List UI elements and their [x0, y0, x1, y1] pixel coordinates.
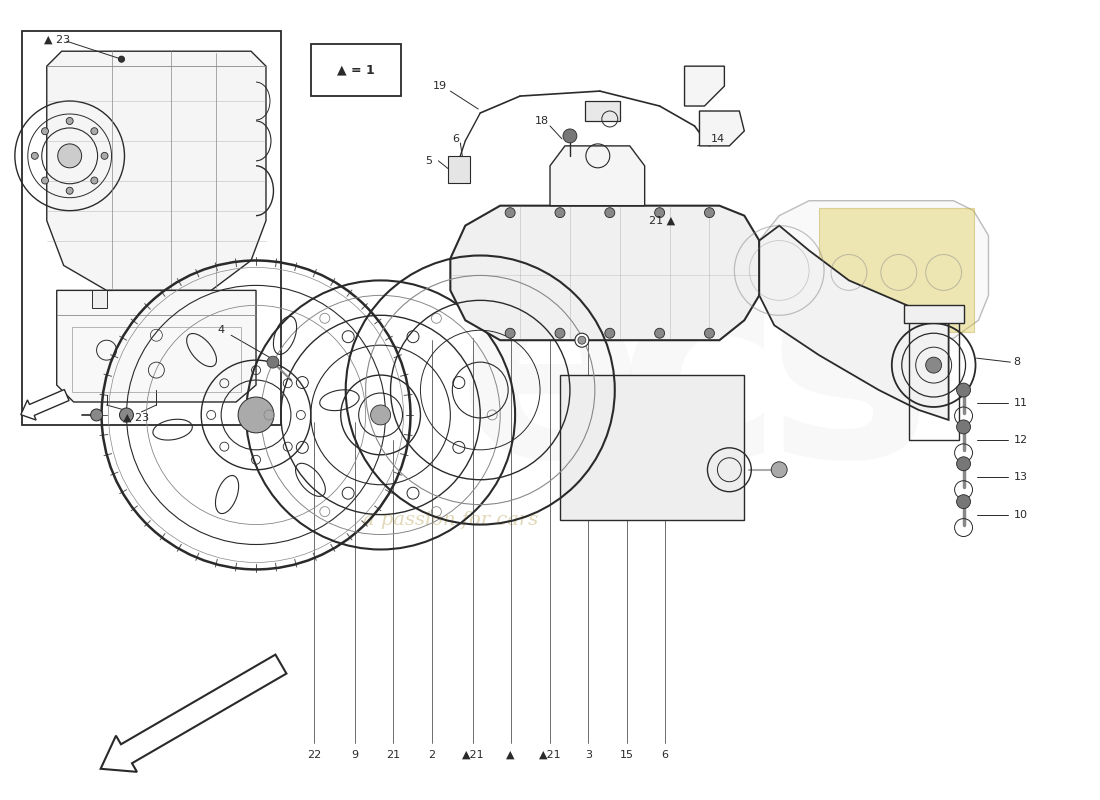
Circle shape	[957, 420, 970, 434]
Polygon shape	[585, 101, 619, 121]
Text: 18: 18	[535, 116, 549, 126]
Circle shape	[91, 177, 98, 184]
Polygon shape	[450, 206, 759, 340]
Circle shape	[771, 462, 788, 478]
Circle shape	[926, 357, 942, 373]
Text: 10: 10	[1013, 510, 1027, 520]
Text: ▲21: ▲21	[539, 750, 561, 760]
Circle shape	[90, 409, 102, 421]
Polygon shape	[759, 226, 948, 420]
Circle shape	[101, 152, 108, 159]
Circle shape	[66, 187, 74, 194]
Text: s: s	[767, 245, 932, 515]
Circle shape	[66, 118, 74, 125]
Circle shape	[267, 356, 279, 368]
Circle shape	[42, 177, 48, 184]
Text: 2: 2	[428, 750, 436, 760]
Bar	[820, 208, 974, 332]
Bar	[311, 44, 400, 96]
Text: 22: 22	[307, 750, 321, 760]
Polygon shape	[684, 66, 725, 106]
Bar	[22, 31, 280, 425]
Circle shape	[120, 408, 133, 422]
Text: ▲ = 1: ▲ = 1	[337, 64, 375, 77]
Text: 11: 11	[1013, 398, 1027, 408]
Text: 8: 8	[1013, 357, 1021, 367]
Polygon shape	[560, 375, 745, 519]
Text: 6: 6	[661, 750, 669, 760]
Circle shape	[556, 208, 565, 218]
Text: ▲ 23: ▲ 23	[123, 413, 150, 423]
Text: ▲ 23: ▲ 23	[44, 34, 70, 44]
Circle shape	[505, 328, 515, 338]
Circle shape	[957, 494, 970, 509]
Circle shape	[578, 336, 586, 344]
Text: 4: 4	[218, 326, 224, 335]
Polygon shape	[700, 111, 745, 146]
Circle shape	[654, 208, 664, 218]
Polygon shape	[47, 51, 266, 290]
Text: ▲21: ▲21	[462, 750, 485, 760]
Text: 19: 19	[433, 81, 448, 91]
Text: 5: 5	[425, 156, 432, 166]
Circle shape	[42, 128, 48, 134]
FancyArrow shape	[21, 390, 69, 420]
Circle shape	[957, 457, 970, 470]
Text: 15: 15	[619, 750, 634, 760]
Text: c: c	[617, 245, 782, 515]
Text: a passion for cars: a passion for cars	[363, 510, 538, 529]
Text: ▲: ▲	[506, 750, 515, 760]
Text: e: e	[455, 245, 645, 515]
Circle shape	[371, 405, 390, 425]
Polygon shape	[759, 201, 989, 338]
Circle shape	[57, 144, 81, 168]
Text: 14: 14	[711, 134, 725, 144]
Circle shape	[605, 328, 615, 338]
Circle shape	[556, 328, 565, 338]
Polygon shape	[449, 156, 471, 182]
Text: 12: 12	[1013, 435, 1027, 445]
Polygon shape	[57, 290, 256, 402]
Circle shape	[654, 328, 664, 338]
Polygon shape	[904, 306, 964, 323]
Polygon shape	[91, 290, 107, 308]
Circle shape	[563, 129, 576, 143]
Circle shape	[505, 208, 515, 218]
Text: 6: 6	[452, 134, 459, 144]
Text: 13: 13	[1013, 472, 1027, 482]
Circle shape	[119, 56, 124, 62]
Polygon shape	[550, 146, 645, 206]
Circle shape	[91, 128, 98, 134]
Circle shape	[704, 208, 714, 218]
Circle shape	[704, 328, 714, 338]
Circle shape	[31, 152, 38, 159]
Bar	[72, 327, 241, 392]
Text: 21 ▲: 21 ▲	[649, 216, 674, 226]
Circle shape	[238, 397, 274, 433]
Text: 21: 21	[386, 750, 400, 760]
Text: 3: 3	[585, 750, 592, 760]
FancyArrow shape	[100, 654, 286, 772]
Circle shape	[957, 383, 970, 397]
Circle shape	[605, 208, 615, 218]
Text: 9: 9	[351, 750, 359, 760]
Circle shape	[575, 334, 589, 347]
